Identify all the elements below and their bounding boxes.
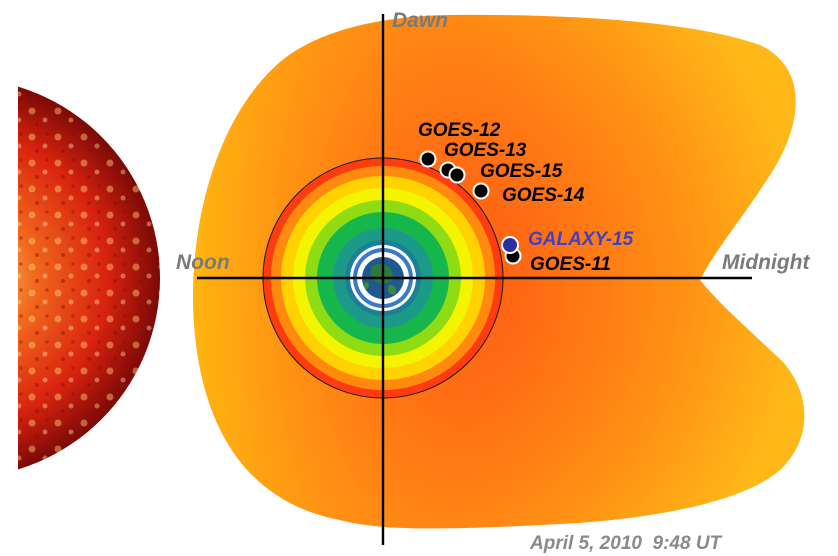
satellite-label-goes-14: GOES-14 [502,185,585,206]
satellite-label-galaxy-15: GALAXY-15 [528,229,634,250]
magnetosphere [193,14,805,529]
sun-image [18,86,160,470]
timestamp-label: April 5, 2010 9:48 UT [529,533,723,554]
satellite-label-goes-11: GOES-11 [530,254,611,275]
satellite-marker-galaxy-15[interactable] [501,236,519,254]
satellite-marker-goes-15[interactable] [448,166,466,184]
noon-label: Noon [176,251,230,274]
satellite-marker-goes-12[interactable] [419,150,437,168]
satellite-label-goes-13: GOES-13 [444,140,527,161]
satellite-marker-goes-14[interactable] [472,182,490,200]
satellite-label-goes-12: GOES-12 [418,120,501,141]
dawn-label: Dawn [392,9,448,32]
satellite-markers [419,150,522,265]
midnight-label: Midnight [722,251,810,274]
satellite-label-goes-15: GOES-15 [480,161,563,182]
